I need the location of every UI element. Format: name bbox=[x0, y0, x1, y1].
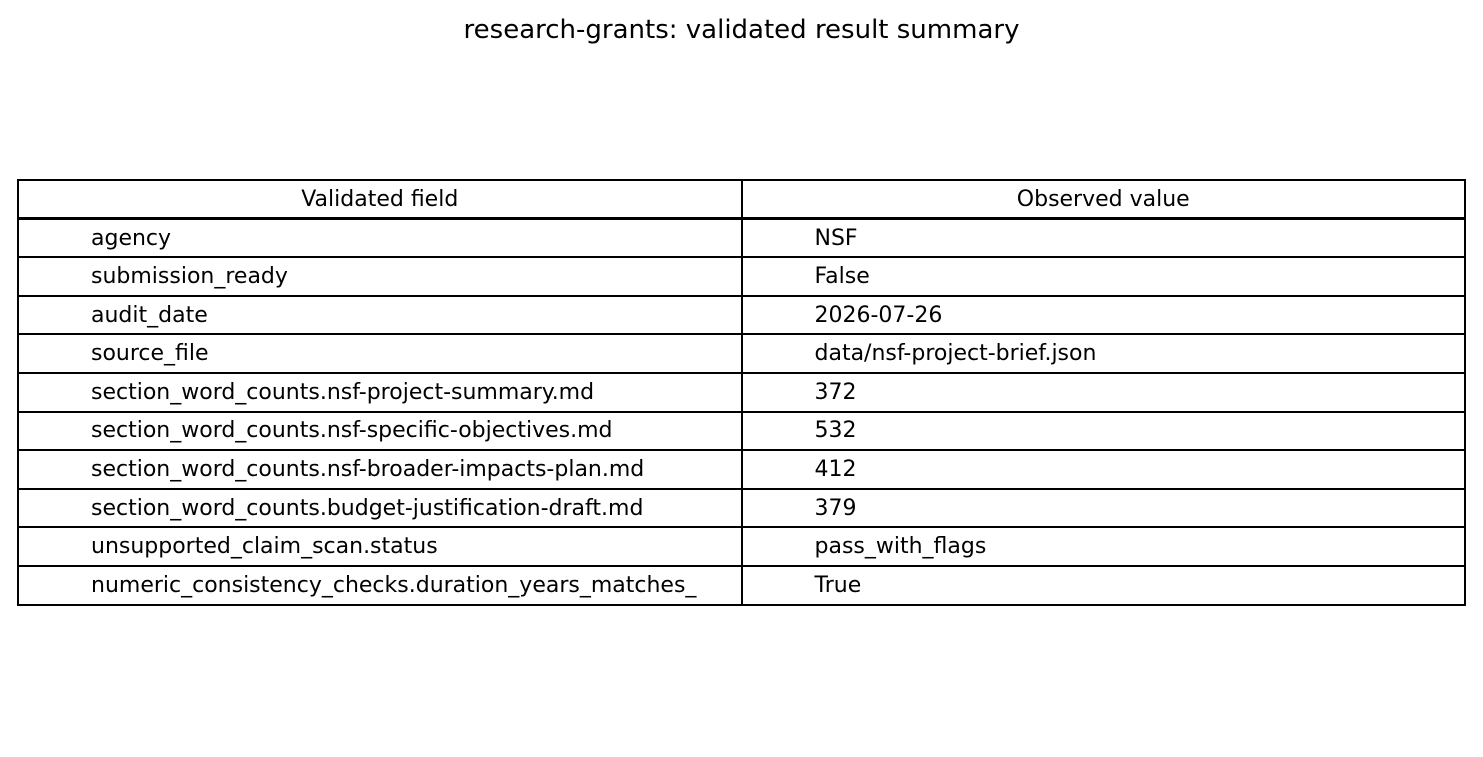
table-row: numeric_consistency_checks.duration_year… bbox=[17, 564, 1466, 606]
field-cell: source_file bbox=[17, 333, 743, 374]
chart-title: research-grants: validated result summar… bbox=[463, 15, 1020, 45]
field-cell: audit_date bbox=[17, 294, 743, 336]
table-row: agency NSF bbox=[17, 217, 1466, 259]
field-cell: submission_ready bbox=[17, 256, 743, 297]
table-header-row: Validated field Observed value bbox=[17, 179, 1466, 221]
table-row: section_word_counts.nsf-project-summary.… bbox=[17, 371, 1466, 413]
field-cell: agency bbox=[17, 217, 743, 259]
table-row: unsupported_claim_scan.status pass_with_… bbox=[17, 526, 1466, 567]
table-row: audit_date 2026-07-26 bbox=[17, 294, 1466, 336]
field-cell: unsupported_claim_scan.status bbox=[17, 526, 743, 567]
value-cell: 412 bbox=[740, 449, 1466, 490]
table-row: section_word_counts.nsf-broader-impacts-… bbox=[17, 449, 1466, 490]
value-cell: pass_with_flags bbox=[740, 526, 1466, 567]
column-header-validated-field: Validated field bbox=[17, 179, 743, 221]
field-cell: section_word_counts.nsf-broader-impacts-… bbox=[17, 449, 743, 490]
column-header-observed-value: Observed value bbox=[740, 179, 1466, 221]
value-cell: 372 bbox=[740, 371, 1466, 413]
field-cell: section_word_counts.nsf-specific-objecti… bbox=[17, 410, 743, 452]
field-cell: section_word_counts.budget-justification… bbox=[17, 487, 743, 529]
field-cell: numeric_consistency_checks.duration_year… bbox=[17, 564, 743, 606]
value-cell: 2026-07-26 bbox=[740, 294, 1466, 336]
result-table: Validated field Observed value agency NS… bbox=[17, 179, 1466, 606]
value-cell: NSF bbox=[740, 217, 1466, 259]
field-cell: section_word_counts.nsf-project-summary.… bbox=[17, 371, 743, 413]
value-cell: 532 bbox=[740, 410, 1466, 452]
value-cell: True bbox=[740, 564, 1466, 606]
value-cell: 379 bbox=[740, 487, 1466, 529]
table-row: submission_ready False bbox=[17, 256, 1466, 297]
value-cell: data/nsf-project-brief.json bbox=[740, 333, 1466, 374]
table-row: section_word_counts.budget-justification… bbox=[17, 487, 1466, 529]
value-cell: False bbox=[740, 256, 1466, 297]
table-row: section_word_counts.nsf-specific-objecti… bbox=[17, 410, 1466, 452]
table-row: source_file data/nsf-project-brief.json bbox=[17, 333, 1466, 374]
